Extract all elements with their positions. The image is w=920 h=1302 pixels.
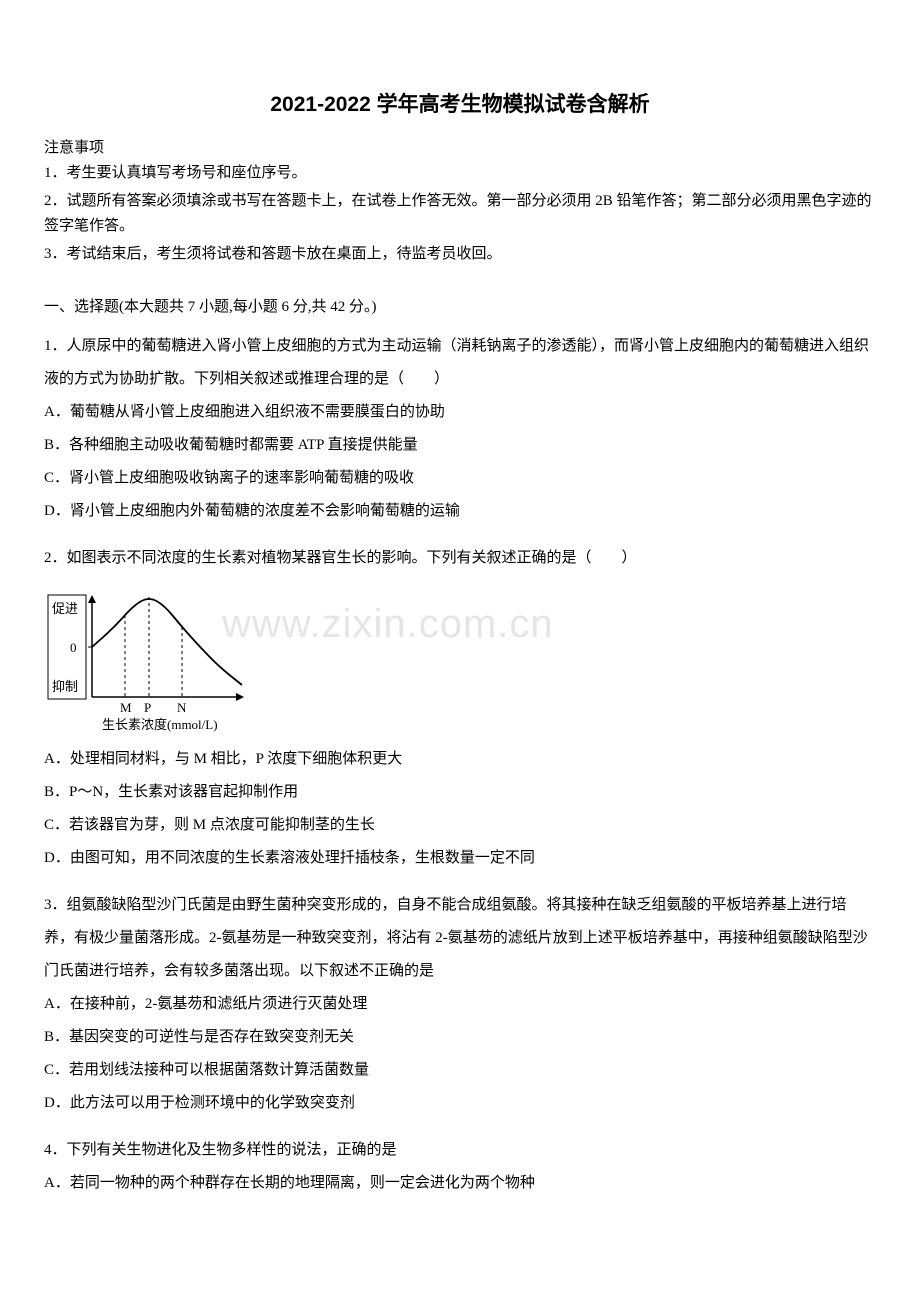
growth-hormone-chart: 促进 0 抑制 MP N 生长素浓度(mmol/L) <box>44 585 264 735</box>
question-stem: 3．组氨酸缺陷型沙门氏菌是由野生菌种突变形成的，自身不能合成组氨酸。将其接种在缺… <box>44 889 876 988</box>
instructions-section: 注意事项 1．考生要认真填写考场号和座位序号。 2．试题所有答案必须填涂或书写在… <box>44 136 876 267</box>
question-1: 1．人原尿中的葡萄糖进入肾小管上皮细胞的方式为主动运输（消耗钠离子的渗透能），而… <box>44 330 876 528</box>
svg-text:生长素浓度(mmol/L): 生长素浓度(mmol/L) <box>102 717 218 732</box>
section-heading: 一、选择题(本大题共 7 小题,每小题 6 分,共 42 分。) <box>44 295 876 316</box>
instruction-item: 2．试题所有答案必须填涂或书写在答题卡上，在试卷上作答无效。第一部分必须用 2B… <box>44 189 876 240</box>
svg-text:促进: 促进 <box>52 601 78 616</box>
instruction-item: 3．考试结束后，考生须将试卷和答题卡放在桌面上，待监考员收回。 <box>44 242 876 268</box>
svg-text:抑制: 抑制 <box>52 679 78 694</box>
instruction-item: 1．考生要认真填写考场号和座位序号。 <box>44 161 876 187</box>
option-a: A．处理相同材料，与 M 相比，P 浓度下细胞体积更大 <box>44 743 876 776</box>
option-b: B．各种细胞主动吸收葡萄糖时都需要 ATP 直接提供能量 <box>44 429 876 462</box>
option-c: C．肾小管上皮细胞吸收钠离子的速率影响葡萄糖的吸收 <box>44 462 876 495</box>
option-a: A．在接种前，2-氨基芴和滤纸片须进行灭菌处理 <box>44 988 876 1021</box>
option-a: A．若同一物种的两个种群存在长期的地理隔离，则一定会进化为两个物种 <box>44 1167 876 1200</box>
option-d: D．此方法可以用于检测环境中的化学致突变剂 <box>44 1087 876 1120</box>
question-stem: 1．人原尿中的葡萄糖进入肾小管上皮细胞的方式为主动运输（消耗钠离子的渗透能），而… <box>44 330 876 396</box>
svg-text:0: 0 <box>70 640 77 655</box>
svg-text:P: P <box>144 700 151 715</box>
svg-text:N: N <box>177 700 187 715</box>
question-stem: 4．下列有关生物进化及生物多样性的说法，正确的是 <box>44 1134 876 1167</box>
option-a: A．葡萄糖从肾小管上皮细胞进入组织液不需要膜蛋白的协助 <box>44 396 876 429</box>
option-b: B．基因突变的可逆性与是否存在致突变剂无关 <box>44 1021 876 1054</box>
option-b: B．P～N，生长素对该器官起抑制作用 <box>44 776 876 809</box>
option-c: C．若用划线法接种可以根据菌落数计算活菌数量 <box>44 1054 876 1087</box>
page-title: 2021-2022 学年高考生物模拟试卷含解析 <box>44 88 876 118</box>
instructions-heading: 注意事项 <box>44 136 876 157</box>
question-3: 3．组氨酸缺陷型沙门氏菌是由野生菌种突变形成的，自身不能合成组氨酸。将其接种在缺… <box>44 889 876 1120</box>
question-stem: 2．如图表示不同浓度的生长素对植物某器官生长的影响。下列有关叙述正确的是（ ） <box>44 542 876 575</box>
question-2: 2．如图表示不同浓度的生长素对植物某器官生长的影响。下列有关叙述正确的是（ ） … <box>44 542 876 875</box>
option-d: D．由图可知，用不同浓度的生长素溶液处理扦插枝条，生根数量一定不同 <box>44 842 876 875</box>
question-4: 4．下列有关生物进化及生物多样性的说法，正确的是 A．若同一物种的两个种群存在长… <box>44 1134 876 1200</box>
svg-text:M: M <box>120 700 132 715</box>
option-c: C．若该器官为芽，则 M 点浓度可能抑制茎的生长 <box>44 809 876 842</box>
option-d: D．肾小管上皮细胞内外葡萄糖的浓度差不会影响葡萄糖的运输 <box>44 495 876 528</box>
